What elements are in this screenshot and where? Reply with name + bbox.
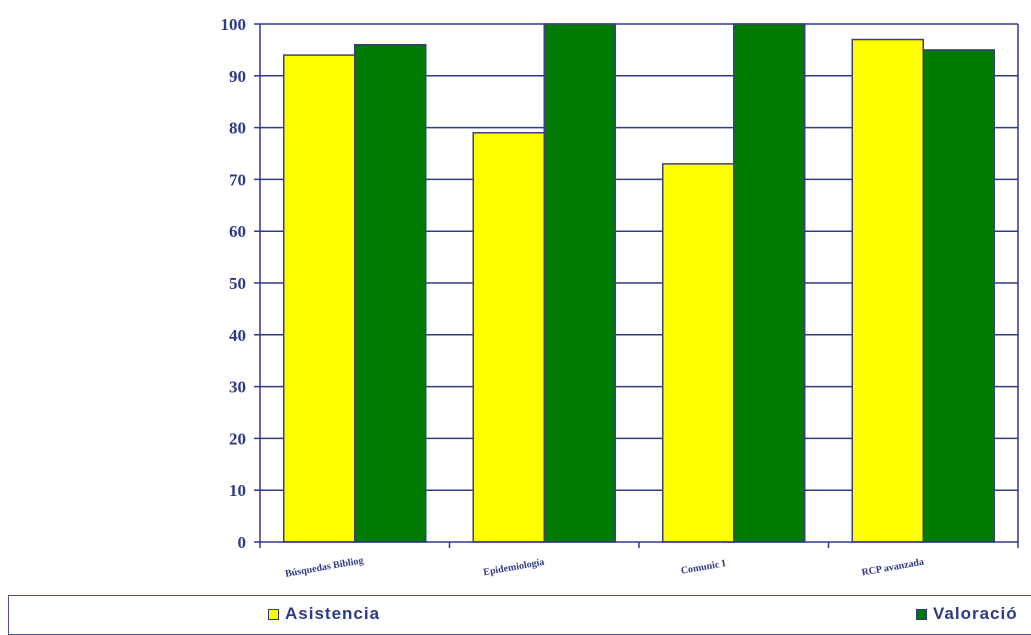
y-tick-label: 60: [229, 222, 246, 241]
y-tick-label: 10: [229, 481, 246, 500]
legend-swatch-asistencia: [268, 608, 279, 620]
legend-swatch-valoracion: [916, 608, 927, 620]
x-tick-labels: Búsquedas Bibliog Epidemiología Comunic I R…: [284, 555, 924, 580]
bar-valoracion-1: [543, 23, 616, 543]
axes: [254, 23, 1019, 548]
bar-valoracion-2: [733, 23, 806, 543]
bar-asistencia-3: [851, 38, 924, 543]
y-tick-label: 0: [238, 533, 247, 552]
bar-asistencia-1: [472, 132, 545, 543]
y-tick-label: 80: [229, 119, 246, 138]
x-tick-label: Comunic I: [680, 558, 727, 577]
y-tick-label: 50: [229, 274, 246, 293]
legend-item-asistencia: Asistencia: [268, 604, 380, 624]
legend-label-valoracion: Valoració: [933, 604, 1018, 623]
x-tick-label: Epidemiología: [482, 557, 545, 579]
y-tick-labels: 0 10 20 30 40 50 60 70 80 90 100: [221, 15, 247, 552]
bar-valoracion-3: [922, 49, 995, 543]
y-tick-label: 40: [229, 326, 246, 345]
y-tick-label: 30: [229, 378, 246, 397]
y-tick-label: 70: [229, 170, 246, 189]
y-tick-label: 90: [229, 67, 246, 86]
bar-asistencia-2: [662, 163, 735, 543]
bar-asistencia-0: [283, 54, 356, 543]
x-tick-label: RCP avanzada: [861, 557, 925, 579]
x-tick-label: Búsquedas Bibliog: [284, 555, 364, 580]
y-tick-label: 20: [229, 429, 246, 448]
legend-item-valoracion: Valoració: [916, 604, 1018, 624]
legend: [8, 595, 1031, 635]
bar-valoracion-0: [354, 43, 427, 543]
bar-chart: 0 10 20 30 40 50 60 70 80 90 100 Búsquedas Bibliog…: [221, 15, 1019, 580]
legend-label-asistencia: Asistencia: [285, 604, 381, 623]
y-tick-label: 100: [221, 15, 247, 34]
